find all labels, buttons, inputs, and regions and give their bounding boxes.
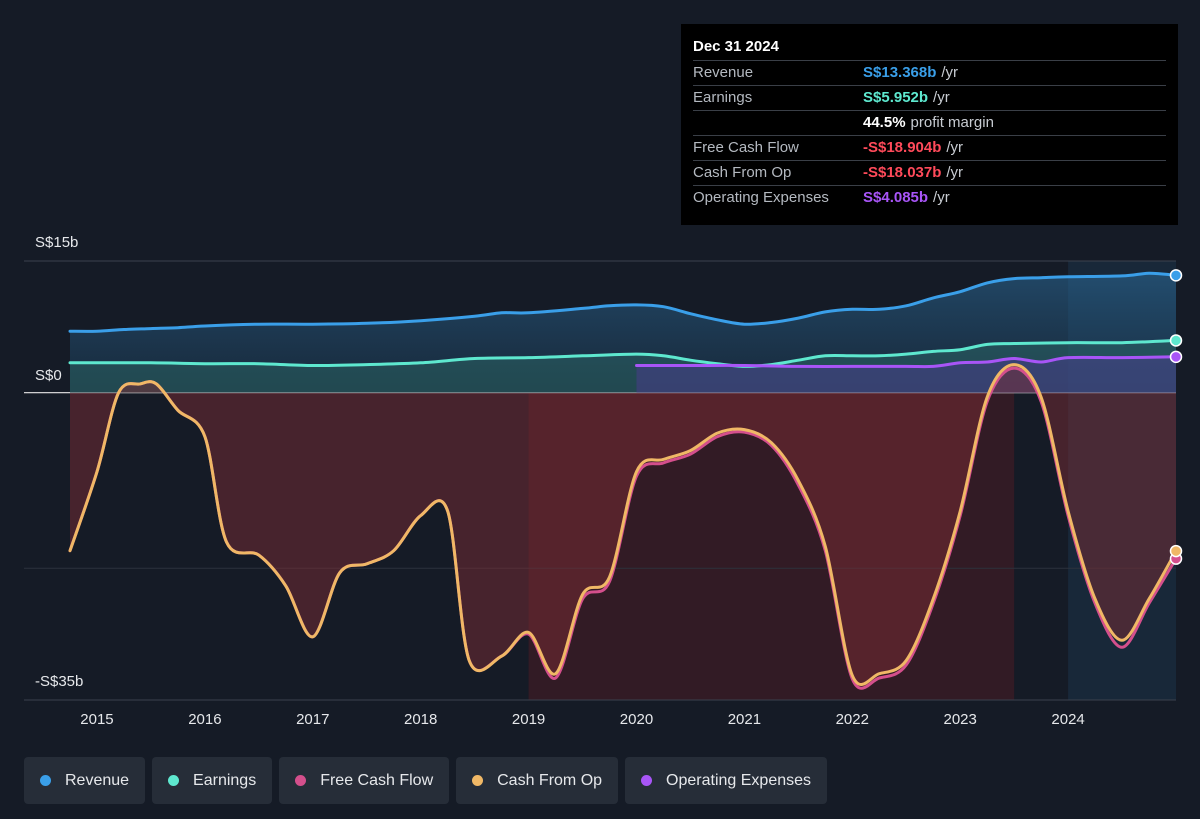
x-tick-label: 2024 [1051,711,1084,728]
end-point-earnings [1169,334,1183,347]
chart-lines [68,271,1178,690]
area-operating-expenses [636,356,1176,393]
area-cash-from-op [70,364,1176,685]
tooltip-row-value: 44.5% [863,114,906,131]
legend-item-revenue[interactable]: Revenue [24,757,146,804]
legend-dot-icon [641,775,653,786]
legend-item-cash-from-op[interactable]: Cash From Op [456,757,619,804]
x-tick-label: 2019 [512,711,545,728]
y-tick-zero: S$0 [35,367,62,384]
legend-dot-icon [40,775,51,786]
chart-end-points [1169,269,1183,565]
legend-label: Revenue [65,771,130,789]
x-tick-label: 2018 [404,711,437,728]
x-tick-label: 2022 [836,711,869,728]
tooltip-row-label: Earnings [693,89,753,106]
x-tick-label: 2016 [188,711,221,728]
x-tick-label: 2017 [296,711,329,728]
tooltip-row: Cash From Op -S$18.037b/yr [693,160,1166,185]
tooltip-row-label: Free Cash Flow [693,139,799,156]
tooltip-row-value: S$5.952b [863,89,929,106]
tooltip-row-label: Operating Expenses [693,189,829,206]
y-tick-top: S$15b [35,234,79,251]
legend-label: Free Cash Flow [320,771,434,789]
line-revenue [68,271,1178,333]
legend-item-free-cash-flow[interactable]: Free Cash Flow [279,757,450,804]
tooltip-row-value: -S$18.904b [863,139,942,156]
legend-label: Cash From Op [497,771,603,789]
y-tick-bottom: -S$35b [35,673,84,690]
tooltip-row: Earnings S$5.952b/yr [693,85,1166,110]
data-tooltip: Dec 31 2024 Revenue S$13.368b/yr Earnings S… [681,24,1178,225]
legend-dot-icon [295,775,307,786]
tooltip-row-label [693,111,863,135]
x-tick-label: 2021 [728,711,761,728]
tooltip-row-value: -S$18.037b [863,164,942,181]
line-cash-from-op [68,363,1178,686]
tooltip-row-label: Revenue [693,64,754,81]
end-point-revenue [1169,269,1183,282]
tooltip-row-unit: /yr [946,139,964,156]
x-tick-label: 2015 [80,711,113,728]
line-operating-expenses [635,355,1178,369]
legend-item-earnings[interactable]: Earnings [152,757,273,804]
x-tick-label: 2023 [944,711,977,728]
tooltip-row: 44.5% profit margin [693,110,1166,135]
tooltip-row-value: S$13.368b [863,64,937,81]
x-axis-ticks: 2015 2016 2017 2018 2019 2020 2021 2022 2023 2024 [80,711,1084,728]
legend-label: Earnings [193,771,257,789]
tooltip-row: Operating Expenses S$4.085b/yr [693,185,1166,210]
legend-dot-icon [168,775,180,786]
tooltip-row-unit: /yr [946,164,964,181]
legend-label: Operating Expenses [666,771,812,789]
tooltip-row-label: Cash From Op [693,164,792,181]
legend-item-operating-expenses[interactable]: Operating Expenses [625,757,828,804]
tooltip-row: Revenue S$13.368b/yr [693,60,1166,85]
chart-areas [70,273,1176,685]
end-point-operating-expenses [1169,350,1183,364]
tooltip-row-unit: /yr [933,89,950,106]
tooltip-row-unit: profit margin [910,114,994,131]
tooltip-date: Dec 31 2024 [693,38,779,55]
x-tick-label: 2020 [620,711,653,728]
tooltip-row-unit: /yr [941,64,959,81]
chart-legend: Revenue Earnings Free Cash Flow Cash From O… [24,757,828,804]
end-point-cash-from-op [1169,544,1183,558]
tooltip-row-value: S$4.085b [863,189,929,206]
tooltip-row-unit: /yr [933,189,950,206]
tooltip-row: Free Cash Flow -S$18.904b/yr [693,135,1166,160]
legend-dot-icon [472,775,484,786]
area-revenue [70,273,1176,393]
